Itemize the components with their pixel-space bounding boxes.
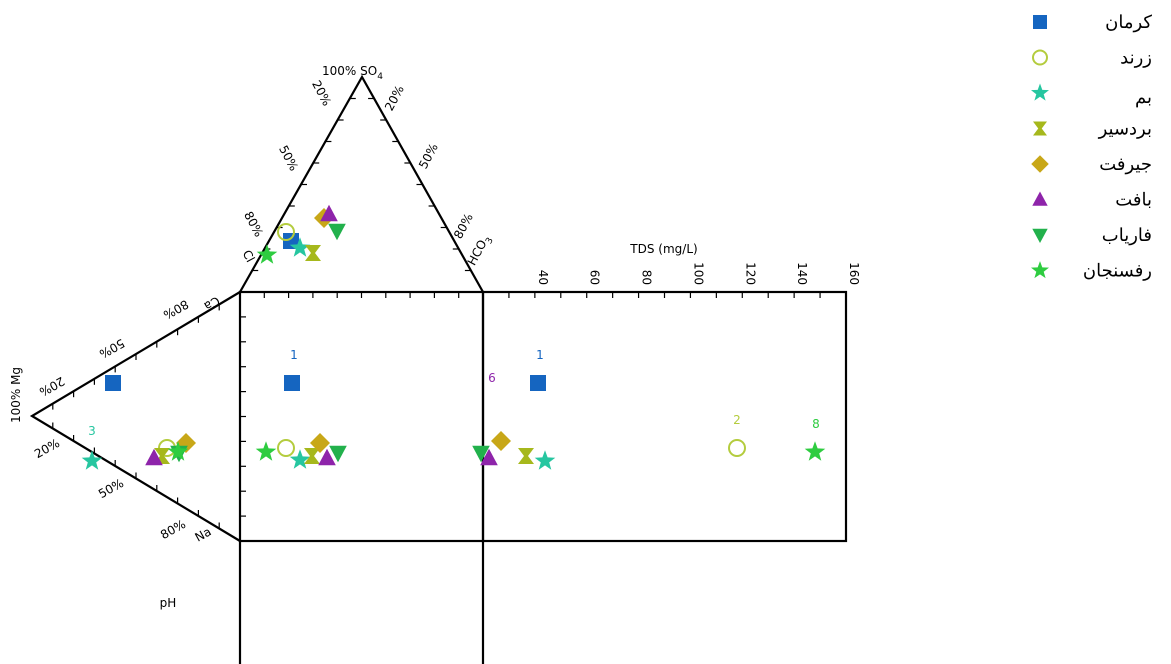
point-tds-2 — [534, 450, 556, 470]
point-tds-7 — [804, 441, 826, 461]
data-points — [81, 204, 826, 470]
tds-tick-label: 40 — [536, 270, 550, 285]
cation-lower-tick-label: 20% — [32, 436, 62, 461]
cation-lower-tick-label: 80% — [158, 517, 188, 542]
legend-marker-0 — [1033, 15, 1047, 29]
point-square-1 — [277, 439, 295, 457]
point-cation-0 — [105, 375, 121, 391]
legend-marker-4 — [1031, 155, 1049, 173]
so4-right-tick-label: 50% — [416, 141, 441, 171]
so4-apex-label: 100% SO4 — [322, 64, 383, 82]
legend-marker-2 — [1031, 83, 1049, 101]
so4-right-tick-label: 80% — [451, 211, 476, 241]
point-cation-2 — [81, 450, 103, 470]
tds-tick-label: 120 — [743, 262, 757, 285]
legend-label: فاریاب — [1102, 225, 1152, 246]
legend-label: رفسنجان — [1083, 261, 1152, 282]
point-tds-6 — [472, 445, 490, 463]
point-tds-3 — [518, 448, 534, 464]
point-anion-2 — [289, 237, 311, 257]
legend-marker-3 — [1033, 121, 1047, 136]
tick-marks — [52, 97, 821, 529]
point-cation-7 — [167, 441, 189, 461]
point-tds-5 — [480, 448, 498, 466]
point-tds-0 — [530, 375, 546, 391]
point-square-5 — [318, 448, 336, 466]
so4-apex-label-subscript: 4 — [377, 72, 383, 82]
point-anion-1 — [277, 223, 295, 241]
point-square-4 — [310, 433, 330, 453]
point-count-label: 8 — [812, 417, 820, 431]
so4-left-tick-label: 50% — [276, 143, 301, 173]
point-count-label: 6 — [488, 371, 496, 385]
anion-triangle — [239, 74, 484, 293]
tds-tick-label: 140 — [795, 262, 809, 285]
ph-label: pH — [160, 596, 177, 610]
point-square-6 — [329, 445, 347, 463]
point-square-0 — [284, 375, 300, 391]
point-count-label: 3 — [88, 424, 96, 438]
cation-lower-tick-label: 50% — [96, 476, 126, 501]
legend-label: بردسیر — [1098, 119, 1152, 140]
point-tds-1 — [728, 439, 746, 457]
tds-axis-title: TDS (mg/L) — [629, 242, 697, 256]
hco3-label: HCO3 — [465, 232, 496, 269]
point-anion-3 — [305, 245, 321, 261]
tds-tick-label: 80 — [640, 270, 654, 285]
legend-label: بافت — [1115, 190, 1152, 211]
so4-left-tick-label: 20% — [309, 78, 334, 108]
central-square — [238, 290, 485, 543]
point-square-2 — [289, 449, 311, 469]
cation-triangle — [29, 291, 241, 542]
diagram-frame — [29, 74, 848, 664]
point-anion-5 — [320, 204, 338, 222]
point-count-label: 1 — [290, 348, 298, 362]
mg-apex-label: 100% Mg — [9, 367, 23, 423]
hco3-label-subscript: 3 — [484, 236, 496, 246]
point-tds-4 — [491, 431, 511, 451]
legend-label: کرمان — [1105, 12, 1152, 33]
point-square-3 — [304, 448, 320, 464]
legend-label: زرند — [1120, 48, 1152, 69]
tds-panel — [481, 290, 848, 543]
cl-label: Cl — [240, 248, 258, 265]
ca-label: Ca — [202, 294, 223, 314]
legend-label: بم — [1135, 87, 1152, 108]
point-square-7 — [255, 441, 277, 461]
cation-upper-tick-label: 50% — [97, 336, 127, 361]
legend-marker-6 — [1032, 228, 1048, 244]
legend-marker-7 — [1031, 261, 1049, 279]
legend: کرمان زرند بم بردسیر جیرفت بافت فاریاب رفسنجان — [1031, 12, 1152, 282]
point-anion-7 — [256, 244, 278, 264]
legend-marker-1 — [1032, 49, 1048, 66]
cation-upper-tick-label: 80% — [161, 297, 191, 322]
so4-right-tick-label: 20% — [382, 83, 407, 113]
tds-tick-label: 100 — [691, 262, 705, 285]
cation-upper-tick-label: 20% — [37, 374, 67, 399]
na-label: Na — [193, 524, 214, 544]
tds-tick-label: 60 — [588, 270, 602, 285]
tds-tick-label: 160 — [847, 262, 861, 285]
so4-left-tick-label: 80% — [241, 209, 266, 239]
legend-marker-5 — [1032, 191, 1048, 206]
legend-label: جیرفت — [1099, 154, 1152, 175]
point-count-label: 1 — [536, 348, 544, 362]
point-cation-5 — [145, 448, 163, 466]
point-anion-6 — [328, 223, 346, 241]
point-count-label: 2 — [733, 413, 741, 427]
